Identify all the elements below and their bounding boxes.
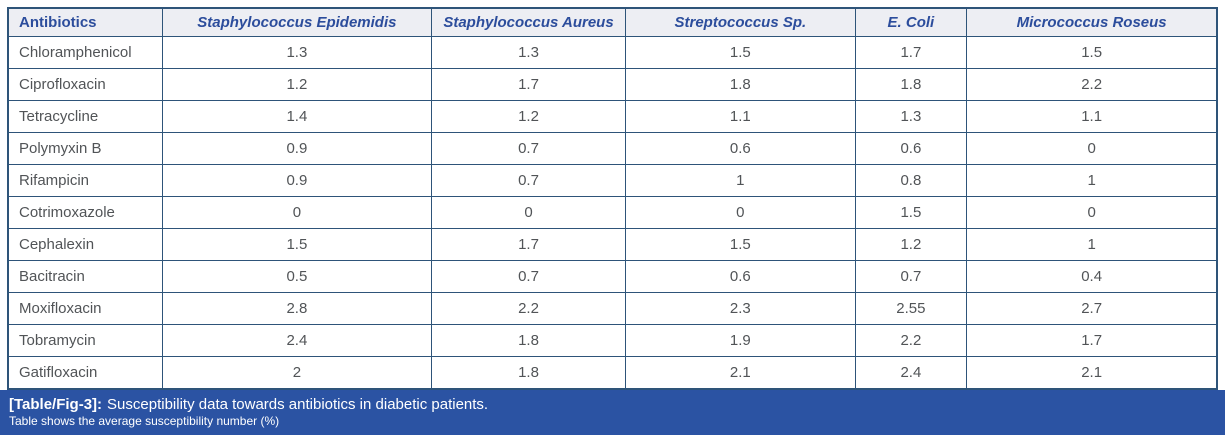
value-cell: 1.7 xyxy=(966,324,1218,357)
value-cell: 0.8 xyxy=(854,164,968,197)
table-row: Polymyxin B 0.9 0.7 0.6 0.6 0 xyxy=(7,132,1218,165)
value-cell: 2.2 xyxy=(966,68,1218,101)
value-cell: 2.3 xyxy=(625,292,856,325)
value-cell: 1.7 xyxy=(854,36,968,69)
column-header: E. Coli xyxy=(854,7,968,37)
value-cell: 0.7 xyxy=(430,132,627,165)
value-cell: 1.5 xyxy=(161,228,432,261)
value-cell: 0 xyxy=(966,132,1218,165)
value-cell: 2.2 xyxy=(854,324,968,357)
antibiotic-name-cell: Tetracycline xyxy=(7,100,163,133)
antibiotic-name-cell: Gatifloxacin xyxy=(7,356,163,390)
value-cell: 2.4 xyxy=(854,356,968,390)
caption-bar: [Table/Fig-3]: Susceptibility data toward… xyxy=(0,390,1225,435)
value-cell: 1.8 xyxy=(430,356,627,390)
value-cell: 2.7 xyxy=(966,292,1218,325)
value-cell: 0 xyxy=(966,196,1218,229)
table-body: Chloramphenicol 1.3 1.3 1.5 1.7 1.5 Ciprofloxa… xyxy=(7,36,1218,390)
value-cell: 2.55 xyxy=(854,292,968,325)
value-cell: 0.5 xyxy=(161,260,432,293)
value-cell: 1.5 xyxy=(854,196,968,229)
value-cell: 1.5 xyxy=(966,36,1218,69)
value-cell: 2.1 xyxy=(625,356,856,390)
value-cell: 0.6 xyxy=(854,132,968,165)
value-cell: 2.1 xyxy=(966,356,1218,390)
value-cell: 1.2 xyxy=(854,228,968,261)
value-cell: 0 xyxy=(430,196,627,229)
value-cell: 2.8 xyxy=(161,292,432,325)
value-cell: 0 xyxy=(161,196,432,229)
value-cell: 1.5 xyxy=(625,36,856,69)
value-cell: 1.2 xyxy=(161,68,432,101)
column-header: Staphylococcus Aureus xyxy=(430,7,627,37)
value-cell: 2.4 xyxy=(161,324,432,357)
susceptibility-table: Antibiotics Staphylococcus Epidemidis Stap… xyxy=(7,7,1218,390)
value-cell: 1.5 xyxy=(625,228,856,261)
antibiotic-name-cell: Tobramycin xyxy=(7,324,163,357)
caption-label: [Table/Fig-3]: xyxy=(9,396,103,413)
value-cell: 1 xyxy=(966,164,1218,197)
value-cell: 1.2 xyxy=(430,100,627,133)
value-cell: 0.9 xyxy=(161,164,432,197)
value-cell: 2 xyxy=(161,356,432,390)
value-cell: 1.8 xyxy=(430,324,627,357)
antibiotic-name-cell: Cotrimoxazole xyxy=(7,196,163,229)
value-cell: 1.8 xyxy=(625,68,856,101)
value-cell: 1 xyxy=(625,164,856,197)
table-row: Rifampicin 0.9 0.7 1 0.8 1 xyxy=(7,164,1218,197)
value-cell: 0.7 xyxy=(430,164,627,197)
value-cell: 0.4 xyxy=(966,260,1218,293)
antibiotic-name-cell: Cephalexin xyxy=(7,228,163,261)
table-row: Tetracycline 1.4 1.2 1.1 1.3 1.1 xyxy=(7,100,1218,133)
value-cell: 1.3 xyxy=(430,36,627,69)
value-cell: 1.8 xyxy=(854,68,968,101)
table-row: Gatifloxacin 2 1.8 2.1 2.4 2.1 xyxy=(7,356,1218,390)
value-cell: 0.9 xyxy=(161,132,432,165)
value-cell: 0.6 xyxy=(625,260,856,293)
table-row: Chloramphenicol 1.3 1.3 1.5 1.7 1.5 xyxy=(7,36,1218,69)
table-header-row: Antibiotics Staphylococcus Epidemidis Stap… xyxy=(7,7,1218,37)
value-cell: 1.1 xyxy=(625,100,856,133)
antibiotic-name-cell: Rifampicin xyxy=(7,164,163,197)
value-cell: 1.7 xyxy=(430,68,627,101)
value-cell: 1.3 xyxy=(854,100,968,133)
value-cell: 0.7 xyxy=(430,260,627,293)
antibiotic-name-cell: Bacitracin xyxy=(7,260,163,293)
column-header: Micrococcus Roseus xyxy=(966,7,1218,37)
table-row: Bacitracin 0.5 0.7 0.6 0.7 0.4 xyxy=(7,260,1218,293)
column-header-antibiotics: Antibiotics xyxy=(7,7,163,37)
value-cell: 1.9 xyxy=(625,324,856,357)
antibiotic-name-cell: Chloramphenicol xyxy=(7,36,163,69)
column-header: Staphylococcus Epidemidis xyxy=(161,7,432,37)
value-cell: 1.1 xyxy=(966,100,1218,133)
column-header: Streptococcus Sp. xyxy=(625,7,856,37)
table-row: Cotrimoxazole 0 0 0 1.5 0 xyxy=(7,196,1218,229)
antibiotic-name-cell: Ciprofloxacin xyxy=(7,68,163,101)
value-cell: 1.7 xyxy=(430,228,627,261)
table-header: Antibiotics Staphylococcus Epidemidis Stap… xyxy=(7,7,1218,37)
table-container: Antibiotics Staphylococcus Epidemidis Stap… xyxy=(7,7,1218,390)
caption-subtext: Table shows the average susceptibility n… xyxy=(9,414,280,428)
table-row: Moxifloxacin 2.8 2.2 2.3 2.55 2.7 xyxy=(7,292,1218,325)
table-row: Tobramycin 2.4 1.8 1.9 2.2 1.7 xyxy=(7,324,1218,357)
caption-line-1: [Table/Fig-3]: Susceptibility data toward… xyxy=(9,395,1216,414)
value-cell: 0.7 xyxy=(854,260,968,293)
value-cell: 1.4 xyxy=(161,100,432,133)
value-cell: 0.6 xyxy=(625,132,856,165)
antibiotic-name-cell: Polymyxin B xyxy=(7,132,163,165)
value-cell: 1 xyxy=(966,228,1218,261)
value-cell: 2.2 xyxy=(430,292,627,325)
value-cell: 1.3 xyxy=(161,36,432,69)
value-cell: 0 xyxy=(625,196,856,229)
antibiotic-name-cell: Moxifloxacin xyxy=(7,292,163,325)
table-row: Ciprofloxacin 1.2 1.7 1.8 1.8 2.2 xyxy=(7,68,1218,101)
table-row: Cephalexin 1.5 1.7 1.5 1.2 1 xyxy=(7,228,1218,261)
caption-text: Susceptibility data towards antibiotics … xyxy=(107,396,489,413)
